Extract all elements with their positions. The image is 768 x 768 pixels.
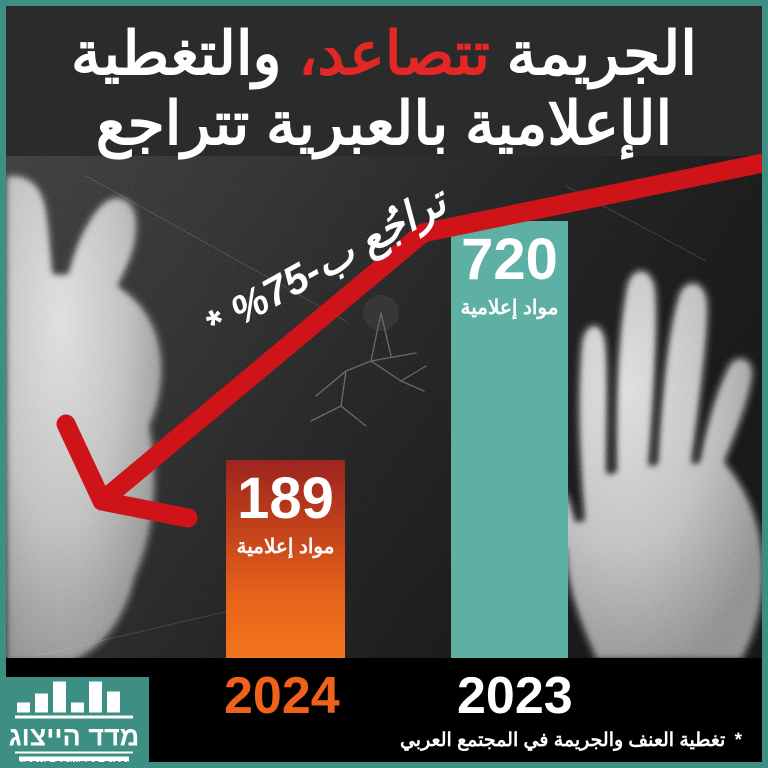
svg-text:ערבים בתקשורת העברית: ערבים בתקשורת העברית — [15, 759, 133, 763]
svg-text:מדד הייצוג: מדד הייצוג — [9, 722, 140, 752]
